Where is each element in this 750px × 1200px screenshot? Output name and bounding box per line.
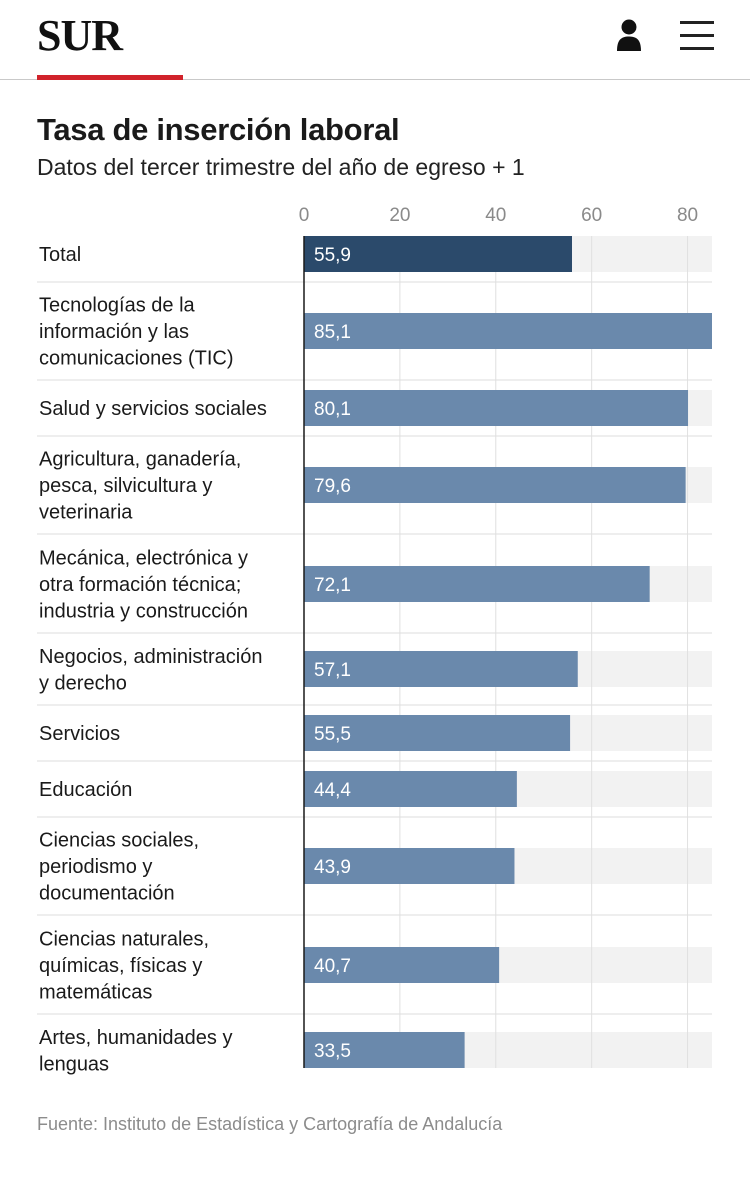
x-tick-label: 80	[677, 205, 698, 226]
bar	[304, 947, 500, 983]
category-label: Agricultura, ganadería, pesca, silvicultu…	[39, 449, 241, 524]
user-icon	[617, 19, 641, 51]
chart-subtitle: Datos del tercer trimestre del año de eg…	[37, 154, 525, 180]
bar	[304, 313, 712, 349]
data-label: 72,1	[314, 575, 351, 596]
bar	[304, 848, 515, 884]
source-note: Fuente: Instituto de Estadística y Carto…	[37, 1114, 503, 1134]
bar	[304, 771, 517, 807]
data-label: 80,1	[314, 399, 351, 420]
x-tick-label: 20	[389, 205, 410, 226]
data-label: 57,1	[314, 660, 351, 681]
x-tick-label: 40	[485, 205, 506, 226]
bar	[304, 566, 650, 602]
site-header: SUR	[0, 0, 750, 80]
category-label: Tecnologías de la información y las comuni…	[39, 295, 234, 370]
category-label: Ciencias sociales, periodismo y documentac…	[39, 830, 199, 905]
bar-chart: 0 20 40 60 80 55,9 85,1 80,1 79,6 72,1 57,1 55,5 44,…	[37, 205, 712, 1076]
category-label: Ciencias naturales, químicas, físicas y ma…	[39, 929, 209, 1004]
data-label: 40,7	[314, 956, 351, 977]
category-label: Total	[39, 244, 81, 266]
chart-title: Tasa de inserción laboral	[37, 112, 400, 147]
x-tick-label: 0	[299, 205, 310, 226]
bar	[304, 467, 686, 503]
bar	[304, 651, 578, 687]
x-tick-label: 60	[581, 205, 602, 226]
bar-total	[304, 236, 573, 272]
category-label: Educación	[39, 779, 132, 801]
site-logo[interactable]: SUR	[37, 11, 123, 60]
category-label: Servicios	[39, 723, 120, 745]
logo-accent-bar	[37, 75, 183, 80]
category-label: Salud y servicios sociales	[39, 398, 267, 420]
bar	[304, 390, 689, 426]
category-label: Artes, humanidades y lenguas	[39, 1027, 232, 1076]
bar	[304, 715, 571, 751]
category-label: Mecánica, electrónica y otra formación té…	[39, 548, 248, 623]
menu-button[interactable]	[678, 18, 716, 54]
user-account-button[interactable]	[612, 18, 646, 54]
data-label: 43,9	[314, 857, 351, 878]
category-label: Negocios, administración y derecho	[39, 646, 262, 695]
data-label: 33,5	[314, 1041, 351, 1062]
data-label: 55,9	[314, 245, 351, 266]
data-label: 85,1	[314, 322, 351, 343]
bar	[304, 1032, 465, 1068]
data-label: 44,4	[314, 780, 351, 801]
data-label: 55,5	[314, 724, 351, 745]
hamburger-menu-icon	[680, 21, 714, 50]
data-label: 79,6	[314, 476, 351, 497]
